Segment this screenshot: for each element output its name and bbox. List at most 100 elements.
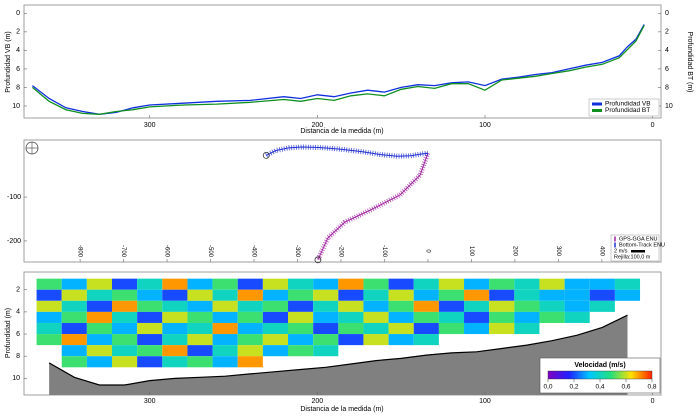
velocity-cell (112, 300, 138, 312)
x-tick-label: 300 (144, 398, 156, 405)
series-line (31, 25, 645, 115)
velocity-cell (388, 300, 414, 312)
velocity-cell (187, 345, 213, 357)
y2-tick-label: 0 (665, 10, 669, 17)
velocity-cell (388, 311, 414, 323)
x-tick-label: 200 (312, 398, 324, 405)
velocity-cell (388, 334, 414, 346)
velocity-cell (237, 300, 263, 312)
velocity-cell (187, 356, 213, 368)
velocity-cell (212, 289, 238, 301)
y-tick-label: 8 (16, 84, 20, 91)
velocity-cell (61, 356, 87, 368)
velocity-cell (262, 334, 289, 346)
velocity-cell (288, 278, 314, 290)
x-tick-label: -500 (207, 245, 213, 258)
velocity-cell (514, 311, 540, 323)
velocity-cell (262, 289, 289, 301)
velocity-cell (86, 356, 113, 368)
velocity-cell (363, 278, 389, 290)
y-tick-label: 10 (12, 375, 20, 382)
velocity-cell (137, 311, 163, 323)
velocity-cell (162, 278, 188, 290)
x-tick-label: 200 (312, 122, 324, 129)
y2-tick-label: 2 (665, 29, 669, 36)
velocity-cell (363, 322, 389, 335)
velocity-cell (338, 322, 364, 335)
velocity-cell (438, 289, 465, 301)
legend-label: Profundidad BT (605, 107, 650, 114)
velocity-cell (212, 311, 238, 323)
velocity-cell (237, 356, 263, 368)
velocity-cell (338, 278, 364, 290)
track-start (262, 151, 270, 159)
velocity-cell (262, 278, 289, 290)
velocity-cell (112, 278, 138, 290)
velocity-cell (36, 289, 62, 301)
velocity-cell (137, 322, 163, 335)
panel-depth (23, 4, 662, 119)
velocity-cell (589, 289, 615, 301)
y-tick-label: -200 (7, 238, 21, 245)
velocity-cell (212, 356, 238, 368)
velocity-cell (464, 300, 490, 312)
velocity-cell (539, 289, 565, 301)
velocity-cell (262, 322, 289, 335)
velocity-cell (162, 334, 188, 346)
legend-label: Profundidad VB (605, 101, 651, 108)
velocity-cell (237, 322, 263, 335)
velocity-cell (413, 278, 439, 290)
y-tick-label: 8 (16, 353, 20, 360)
colorbar-tick-label: 0,4 (595, 384, 604, 391)
velocity-cell (363, 300, 389, 312)
velocity-cell (212, 278, 238, 290)
velocity-cell (489, 300, 515, 312)
colorbar-tick-label: 0,8 (647, 384, 656, 391)
velocity-cell (112, 356, 138, 368)
compass (25, 141, 39, 155)
velocity-cell (36, 334, 62, 346)
y-tick-label: 2 (16, 29, 20, 36)
velocity-cell (564, 311, 590, 323)
velocity-cell (187, 278, 213, 290)
velocity-cell (313, 289, 339, 301)
velocity-cell (288, 311, 314, 323)
velocity-cell (187, 334, 213, 346)
y2-tick-label: 10 (665, 103, 673, 110)
velocity-cell (589, 278, 615, 290)
velocity-cell (262, 300, 289, 312)
y-tick-label: 10 (12, 103, 20, 110)
velocity-cell (61, 334, 87, 346)
velocity-cell (438, 278, 465, 290)
velocity-cell (86, 322, 113, 335)
x-tick-label: 400 (598, 246, 604, 257)
velocity-cell (313, 345, 339, 357)
velocity-cell (61, 289, 87, 301)
velocity-cell (86, 289, 113, 301)
y-axis-label: Profundidad VB (m) (5, 31, 12, 92)
x-tick-label: -200 (337, 245, 343, 258)
colorbar-label: Velocidad (m/s) (574, 362, 625, 369)
velocity-cell (489, 278, 515, 290)
legend-label: Bottom-Track ENU (619, 242, 665, 248)
velocity-cell (313, 334, 339, 346)
velocity-cell (137, 356, 163, 368)
x-tick-label: -100 (381, 245, 387, 258)
velocity-cell (614, 289, 641, 301)
velocity-cell (137, 345, 163, 357)
bottom-line (48, 314, 628, 386)
y-tick-label: 6 (16, 66, 20, 73)
velocity-cell (313, 278, 339, 290)
x-tick-label: 200 (511, 246, 517, 257)
velocity-cell (86, 300, 113, 312)
velocity-cell (162, 356, 188, 368)
velocity-cell (86, 334, 113, 346)
velocity-cell (112, 311, 138, 323)
x-tick-label: 100 (479, 122, 491, 129)
velocity-cell (413, 322, 439, 335)
y-tick-label: 0 (16, 10, 20, 17)
grid-label: Rejilla:100,0 m (614, 254, 651, 260)
legend-swatch (592, 102, 602, 106)
velocity-cell (413, 289, 439, 301)
velocity-cell (262, 311, 289, 323)
